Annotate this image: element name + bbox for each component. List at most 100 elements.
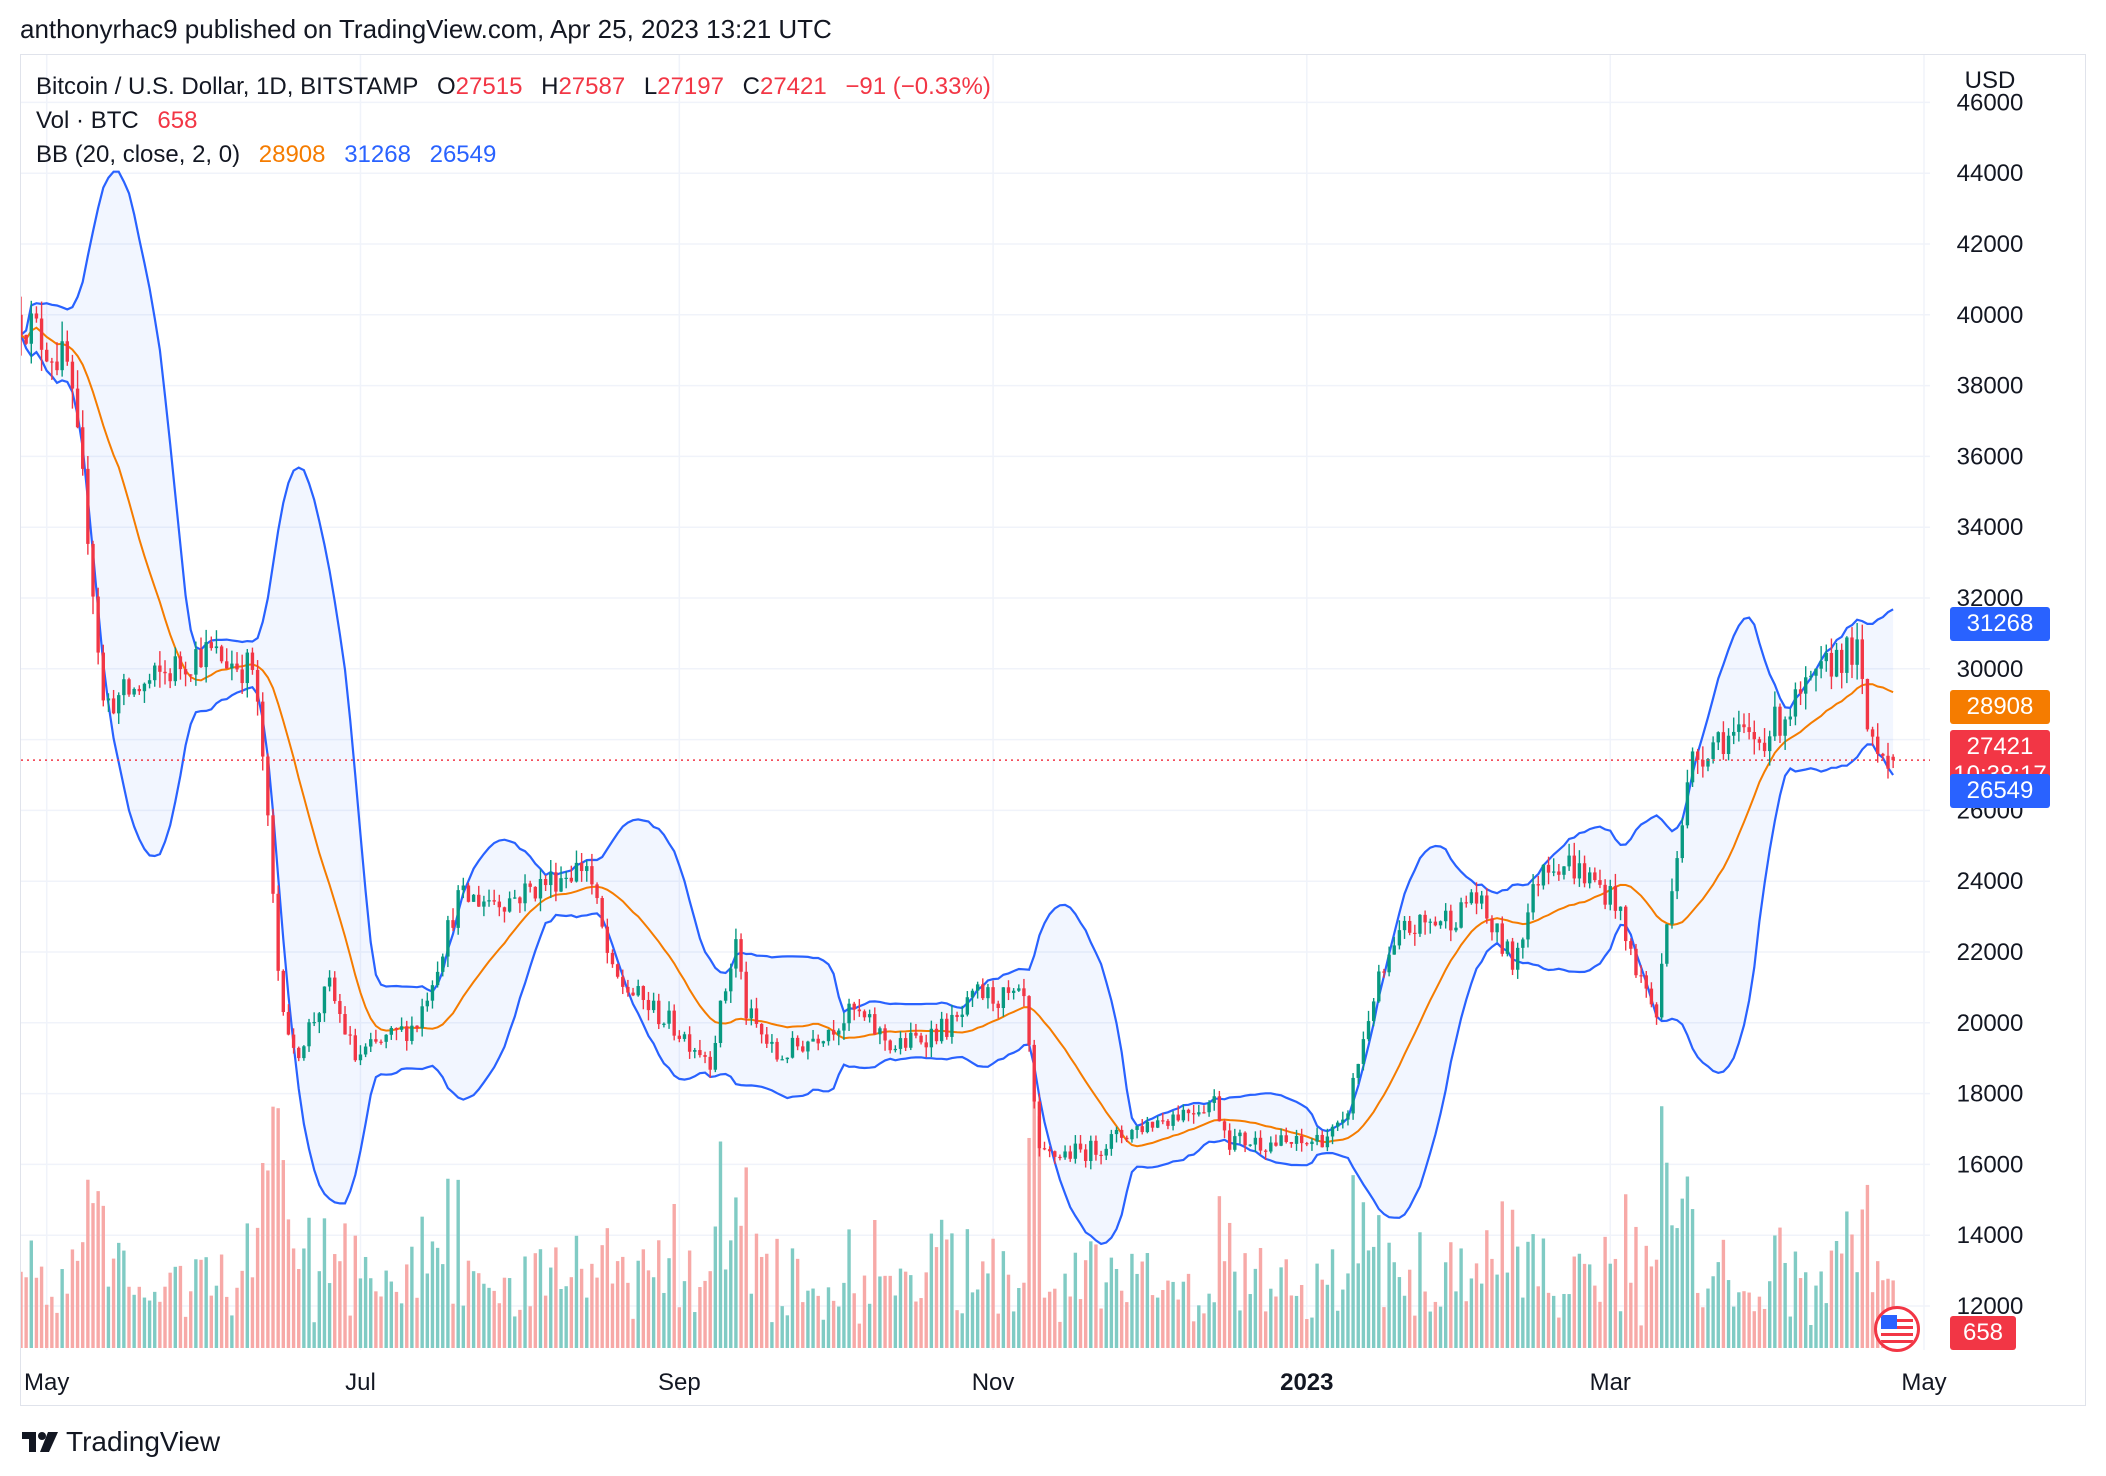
candle-body <box>1197 1112 1201 1115</box>
candle-body <box>276 893 280 971</box>
candle-body <box>574 862 579 882</box>
volume-label[interactable]: Vol · BTC <box>36 107 139 134</box>
volume-bar <box>322 1218 327 1348</box>
volume-bar <box>384 1270 388 1348</box>
price-tick-label: 42000 <box>1957 231 2024 258</box>
candle-body <box>1382 971 1386 973</box>
volume-bar <box>1027 1137 1031 1348</box>
candle-body <box>1680 825 1684 859</box>
volume-bar <box>1639 1325 1643 1348</box>
chart-frame <box>20 54 2086 1406</box>
volume-bar <box>893 1295 898 1348</box>
candle-body <box>826 1029 831 1042</box>
volume-bar <box>986 1273 990 1348</box>
price-tick-label: 40000 <box>1957 302 2024 329</box>
candle-body <box>1834 649 1839 677</box>
volume-bar <box>183 1316 188 1348</box>
volume-bar <box>1397 1277 1402 1348</box>
volume-bar <box>178 1265 183 1348</box>
candle-body <box>1608 886 1612 905</box>
volume-bar <box>173 1266 177 1348</box>
candle-body <box>693 1050 697 1052</box>
candle-body <box>749 1008 754 1019</box>
volume-bar <box>415 1297 419 1348</box>
candle-body <box>862 1011 867 1018</box>
price-tick-label: 46000 <box>1957 89 2024 116</box>
candle-body <box>579 862 584 872</box>
volume-bar <box>821 1319 826 1348</box>
candle-body <box>1423 914 1427 923</box>
candle-body <box>1443 910 1448 922</box>
volume-bar <box>1500 1201 1504 1348</box>
volume-bar <box>657 1240 661 1348</box>
candle-body <box>1171 1114 1175 1126</box>
lower-band-line <box>21 334 1895 1246</box>
volume-bar <box>1608 1263 1612 1348</box>
volume-bar <box>1233 1271 1237 1348</box>
candle-body <box>1665 924 1669 964</box>
volume-bar <box>189 1291 193 1348</box>
volume-bar <box>456 1179 460 1348</box>
bb-label[interactable]: BB (20, close, 2, 0) <box>36 141 241 168</box>
volume-bar <box>34 1277 39 1348</box>
candle-body <box>1104 1148 1108 1156</box>
symbol-title[interactable]: Bitcoin / U.S. Dollar, 1D, BITSTAMP <box>36 73 419 100</box>
volume-bar <box>410 1246 414 1348</box>
candle-body <box>1752 732 1756 740</box>
candle-body <box>1495 923 1499 933</box>
change-value: −91 (−0.33%) <box>845 73 991 100</box>
flag-icon[interactable] <box>1874 1306 1920 1352</box>
volume-bar <box>981 1261 985 1348</box>
volume-bar <box>1788 1316 1792 1348</box>
candle-body <box>1582 863 1587 884</box>
candle-body <box>1207 1102 1211 1113</box>
volume-bar <box>1078 1299 1083 1348</box>
candle-body <box>384 1034 388 1042</box>
candle-body <box>1865 678 1870 730</box>
volume-bar <box>1716 1262 1720 1348</box>
volume-bar <box>1840 1253 1844 1348</box>
volume-bar <box>1593 1285 1597 1348</box>
candle-body <box>1099 1154 1103 1157</box>
volume-bar <box>281 1160 285 1348</box>
volume-bar <box>1125 1302 1129 1348</box>
tradingview-logo[interactable]: TradingView <box>22 1426 220 1458</box>
candle-body <box>1521 939 1525 948</box>
volume-bar <box>153 1291 157 1348</box>
candle-body <box>821 1041 826 1044</box>
volume-bar <box>1150 1295 1155 1348</box>
candle-body <box>1289 1142 1294 1144</box>
candle-body <box>703 1055 707 1057</box>
volume-bar <box>723 1269 728 1348</box>
volume-bar <box>199 1259 203 1348</box>
candle-body <box>1191 1113 1196 1115</box>
volume-bar <box>1366 1250 1371 1348</box>
candle-body <box>163 671 167 674</box>
candle-body <box>1145 1121 1150 1133</box>
price-tick-label: 14000 <box>1957 1222 2024 1249</box>
candle-body <box>924 1042 928 1048</box>
candle-body <box>1551 871 1556 873</box>
candle-body <box>65 341 69 362</box>
candle-body <box>358 1054 363 1061</box>
candle-body <box>1274 1142 1278 1146</box>
candle-body <box>178 656 183 670</box>
candle-body <box>615 964 620 977</box>
candle-body <box>266 756 270 816</box>
volume-bar <box>1783 1262 1787 1348</box>
volume-bar <box>1814 1285 1818 1348</box>
candle-body <box>1526 912 1530 940</box>
volume-bar <box>1222 1261 1227 1348</box>
volume-bar <box>1053 1288 1057 1348</box>
candle-body <box>1701 759 1705 767</box>
volume-bar <box>749 1293 754 1348</box>
candle-body <box>713 1042 718 1070</box>
candle-body <box>369 1039 373 1047</box>
candle-body <box>1593 872 1597 881</box>
candle-body <box>1634 948 1638 976</box>
price-tick-label: 44000 <box>1957 160 2024 187</box>
volume-bar <box>729 1240 733 1348</box>
volume-bar <box>1197 1305 1201 1348</box>
volume-bar <box>225 1296 229 1348</box>
